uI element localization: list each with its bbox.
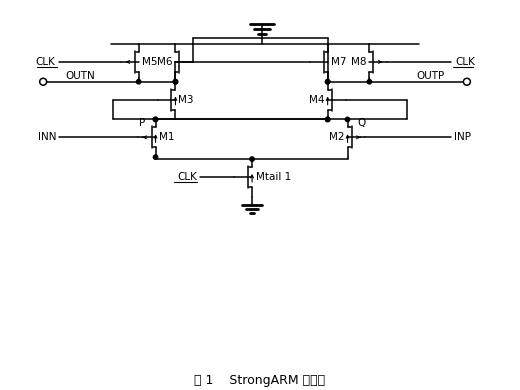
Text: OUTN: OUTN xyxy=(65,71,95,81)
Circle shape xyxy=(326,80,330,84)
Text: M6: M6 xyxy=(157,57,173,67)
Text: M3: M3 xyxy=(178,95,194,105)
Text: 图 1    StrongARM 比较器: 图 1 StrongARM 比较器 xyxy=(194,374,326,387)
Circle shape xyxy=(153,117,158,122)
Circle shape xyxy=(40,78,47,85)
Text: OUTP: OUTP xyxy=(417,71,445,81)
Text: M4: M4 xyxy=(309,95,324,105)
Circle shape xyxy=(326,117,330,122)
Circle shape xyxy=(153,155,158,160)
Text: M5: M5 xyxy=(141,57,157,67)
Text: CLK: CLK xyxy=(35,57,55,67)
Text: INN: INN xyxy=(37,132,56,142)
Text: Q: Q xyxy=(357,119,366,128)
Text: P: P xyxy=(138,119,145,128)
Text: Mtail 1: Mtail 1 xyxy=(256,172,291,182)
Circle shape xyxy=(463,78,471,85)
Circle shape xyxy=(136,80,141,84)
Circle shape xyxy=(153,117,158,122)
Circle shape xyxy=(173,80,178,84)
Text: CLK: CLK xyxy=(455,57,475,67)
Text: M1: M1 xyxy=(159,132,174,142)
Circle shape xyxy=(250,157,254,161)
Text: CLK: CLK xyxy=(177,172,197,182)
Text: M7: M7 xyxy=(331,57,346,67)
Circle shape xyxy=(326,117,330,122)
Text: M2: M2 xyxy=(329,132,345,142)
Circle shape xyxy=(326,80,330,84)
Circle shape xyxy=(345,117,350,122)
Text: M8: M8 xyxy=(351,57,367,67)
Text: INP: INP xyxy=(454,132,471,142)
Circle shape xyxy=(367,80,372,84)
Circle shape xyxy=(173,80,178,84)
